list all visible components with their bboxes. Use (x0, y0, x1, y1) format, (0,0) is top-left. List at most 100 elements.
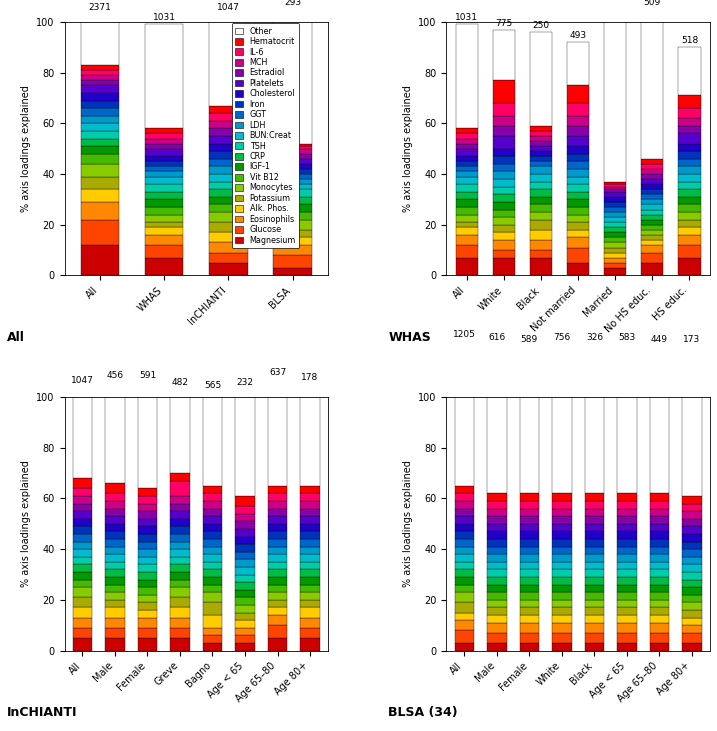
Bar (487, 344, 507, 493)
Bar (80, 245, 119, 276)
Bar (138, 549, 157, 557)
Bar (80, 93, 119, 101)
Bar (487, 547, 507, 554)
Bar (567, 184, 589, 192)
Bar (455, 501, 474, 509)
Bar (235, 613, 255, 620)
Bar (650, 509, 669, 516)
Bar (682, 519, 702, 526)
Bar (641, 159, 663, 164)
Bar (584, 509, 604, 516)
Bar (267, 516, 288, 524)
Bar (604, 243, 627, 248)
Bar (650, 531, 669, 539)
Text: 293: 293 (284, 0, 301, 7)
Bar (145, 139, 184, 143)
Bar (235, 552, 255, 559)
Bar (567, 86, 589, 103)
Bar (72, 519, 92, 526)
Bar (455, 486, 474, 493)
Y-axis label: % axis loadings explained: % axis loadings explained (403, 461, 413, 587)
Bar (584, 524, 604, 531)
Bar (72, 549, 92, 557)
Bar (530, 162, 552, 167)
Bar (487, 531, 507, 539)
Bar (520, 643, 539, 651)
Bar (273, 205, 312, 212)
Bar (456, 134, 478, 139)
Bar (138, 602, 157, 610)
Bar (456, 235, 478, 245)
Bar (203, 635, 222, 643)
Bar (209, 174, 247, 181)
Bar (682, 564, 702, 572)
Bar (520, 516, 539, 524)
Bar (170, 628, 190, 638)
Bar (273, 143, 312, 146)
Bar (455, 585, 474, 592)
Bar (203, 516, 222, 524)
Bar (170, 638, 190, 651)
Bar (170, 542, 190, 549)
Bar (617, 562, 637, 569)
Bar (584, 607, 604, 615)
Bar (145, 257, 184, 276)
Bar (584, 569, 604, 577)
Bar (678, 197, 701, 205)
Bar (682, 595, 702, 602)
Bar (567, 222, 589, 230)
Bar (493, 164, 515, 172)
Bar (456, 184, 478, 192)
Bar (617, 643, 637, 651)
Bar (552, 607, 571, 615)
Bar (617, 607, 637, 615)
Bar (584, 501, 604, 509)
Bar (520, 547, 539, 554)
Bar (105, 554, 125, 562)
Bar (641, 235, 663, 240)
Bar (456, 215, 478, 222)
Bar (80, 86, 119, 93)
Bar (138, 382, 157, 488)
Bar (209, 189, 247, 197)
Bar (650, 577, 669, 585)
Bar (456, 167, 478, 172)
Bar (520, 562, 539, 569)
Bar (209, 222, 247, 232)
Bar (552, 554, 571, 562)
Bar (567, 146, 589, 154)
Bar (520, 493, 539, 501)
Bar (530, 240, 552, 250)
Y-axis label: % axis loadings explained: % axis loadings explained (21, 86, 31, 212)
Bar (80, 108, 119, 115)
Bar (235, 514, 255, 521)
Bar (641, 10, 663, 159)
Bar (493, 210, 515, 217)
Bar (203, 562, 222, 569)
Bar (604, 197, 627, 202)
Bar (209, 167, 247, 174)
Bar (641, 169, 663, 174)
Bar (456, 162, 478, 167)
Bar (487, 562, 507, 569)
Bar (520, 600, 539, 607)
Text: 756: 756 (554, 333, 571, 342)
Bar (678, 189, 701, 197)
Text: 637: 637 (269, 368, 286, 377)
Bar (300, 531, 320, 539)
Bar (170, 473, 190, 481)
Bar (487, 501, 507, 509)
Bar (456, 222, 478, 227)
Bar (267, 554, 288, 562)
Bar (72, 638, 92, 651)
Bar (267, 577, 288, 585)
Bar (456, 24, 478, 129)
Bar (456, 245, 478, 257)
Bar (678, 235, 701, 245)
Bar (567, 169, 589, 177)
Bar (530, 141, 552, 146)
Bar (617, 569, 637, 577)
Bar (650, 600, 669, 607)
Bar (682, 496, 702, 504)
Bar (493, 257, 515, 276)
